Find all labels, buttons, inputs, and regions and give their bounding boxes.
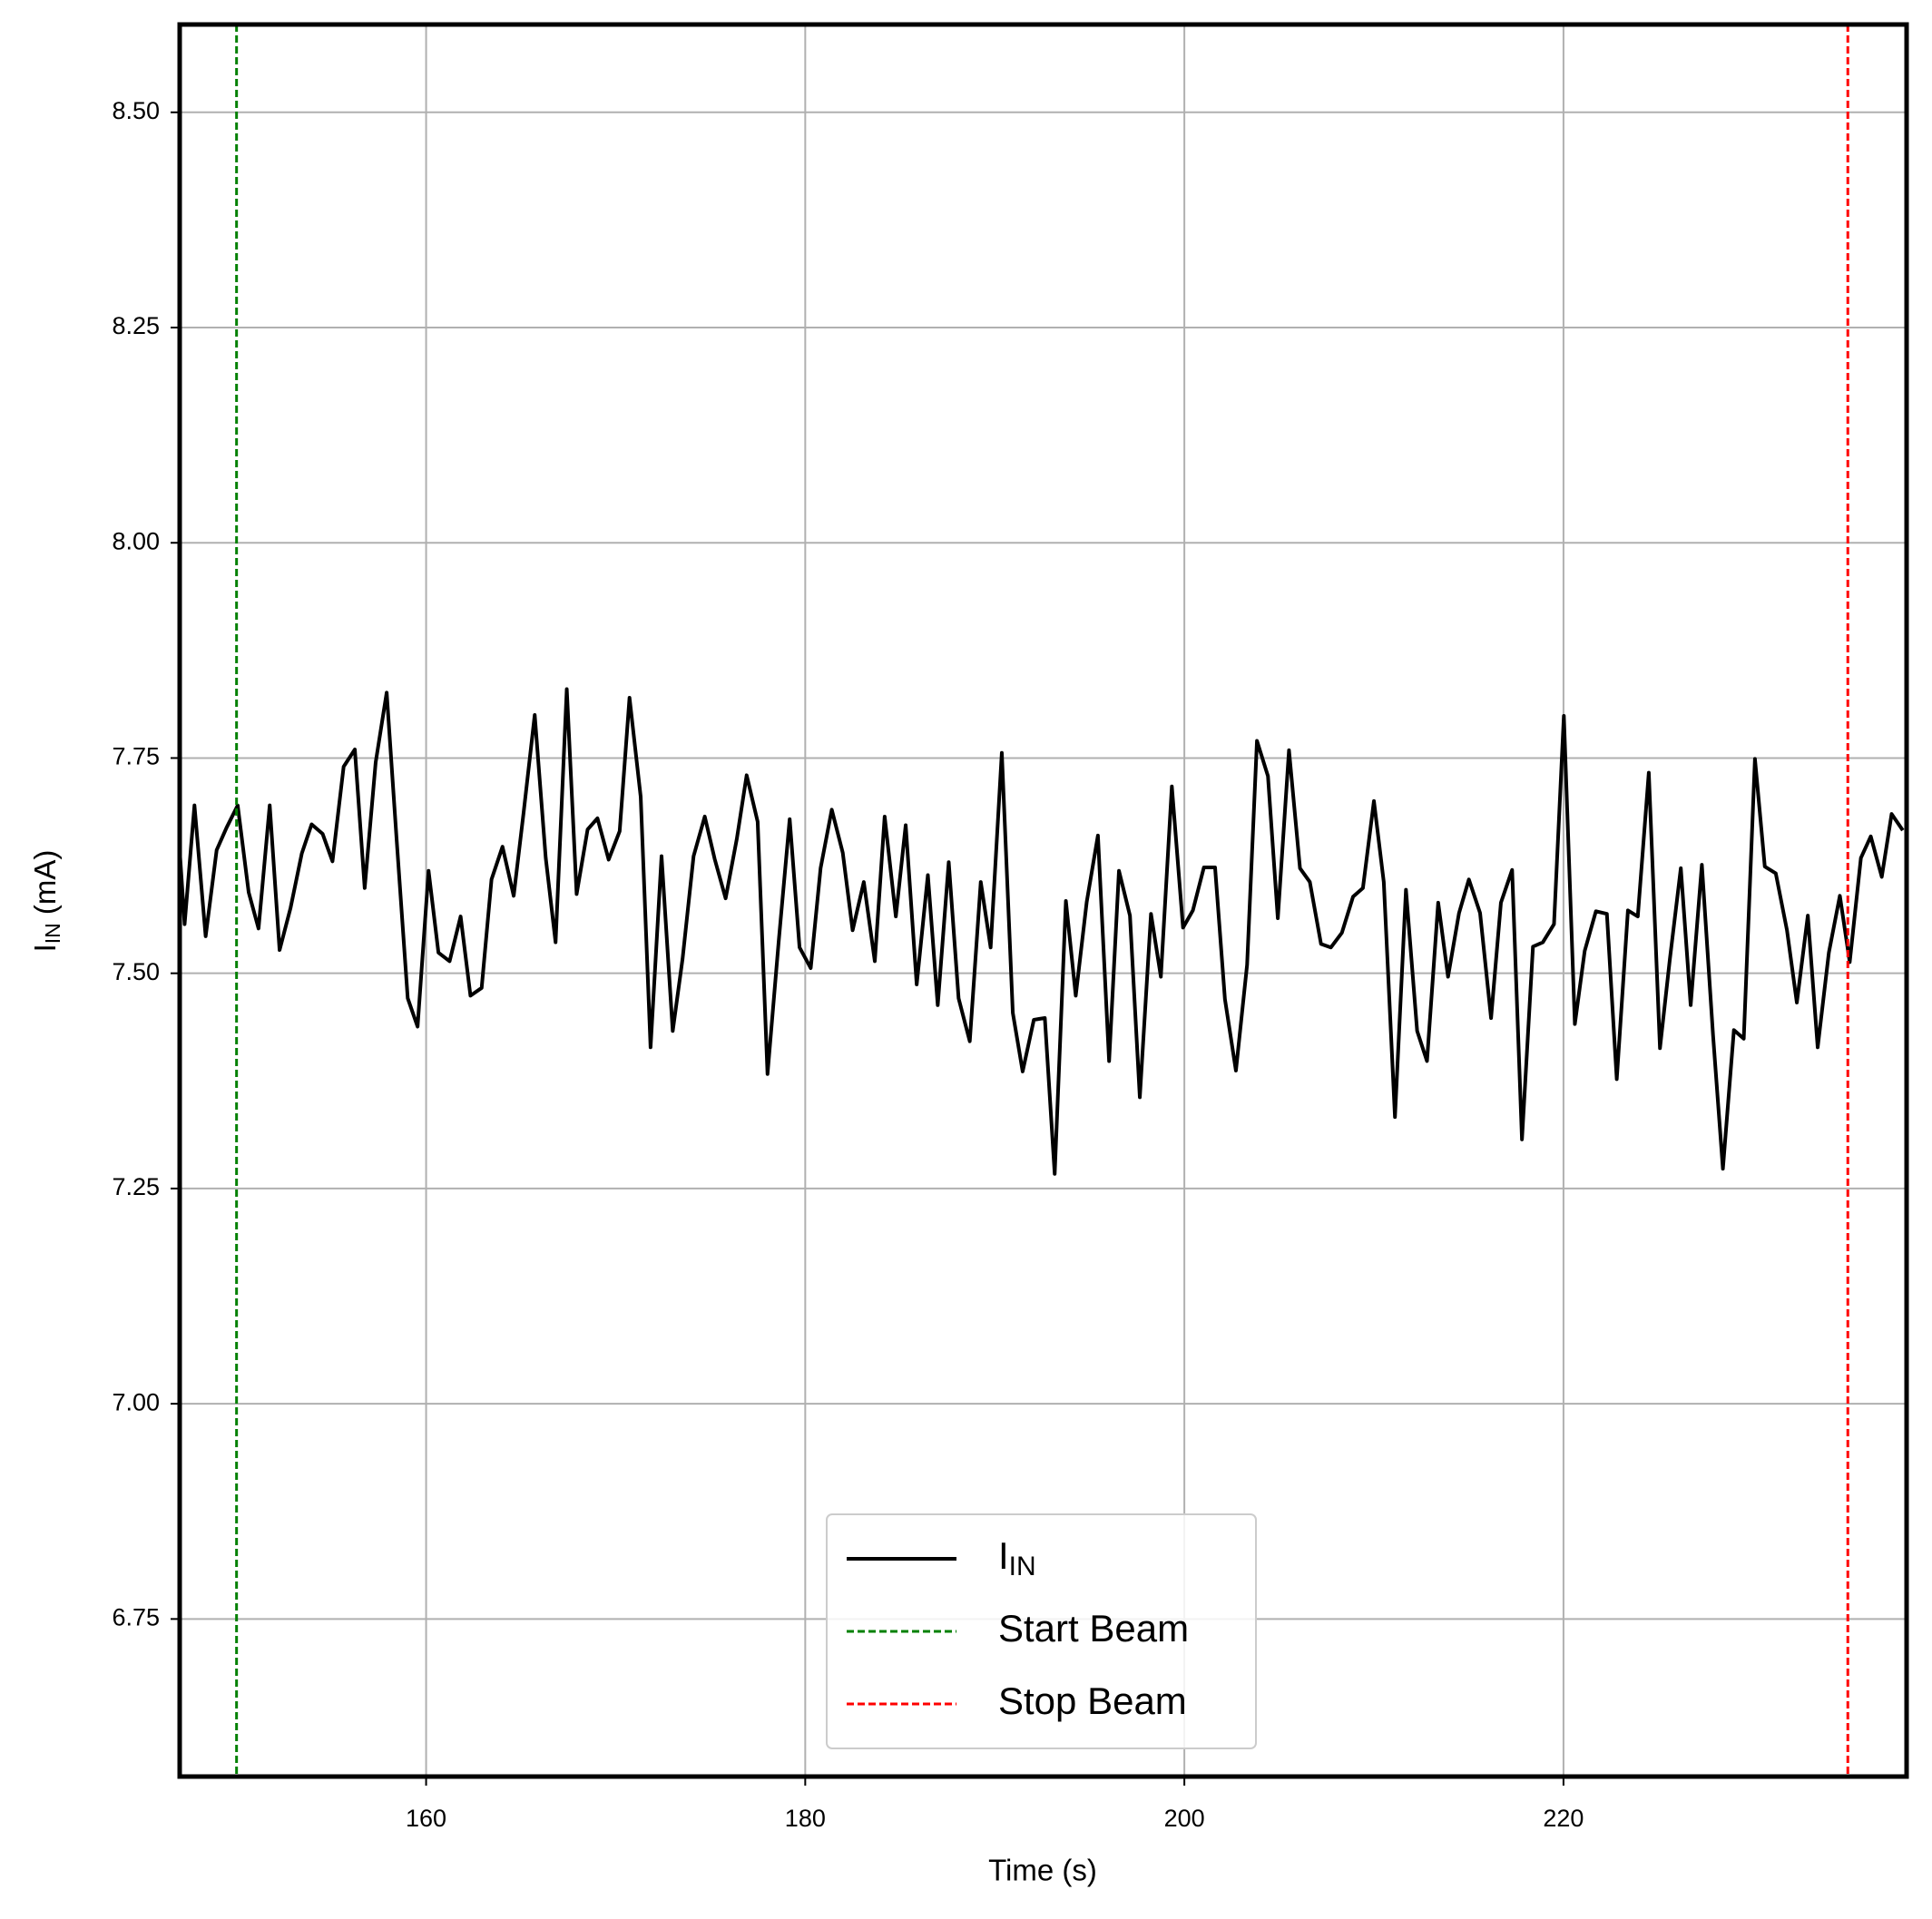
y-tick-label: 7.25 — [112, 1173, 160, 1200]
legend-label: Start Beam — [998, 1607, 1189, 1650]
y-tick-label: 7.00 — [112, 1388, 160, 1415]
x-tick-label: 160 — [406, 1805, 446, 1832]
legend-box — [826, 1513, 1257, 1749]
y-tick-label: 8.00 — [112, 527, 160, 554]
y-axis-label: IIN (mA) — [28, 850, 64, 953]
y-label-unit: (mA) — [28, 850, 62, 924]
y-label-sub: IN — [41, 923, 64, 944]
y-tick-label: 6.75 — [112, 1603, 160, 1630]
legend-label: Stop Beam — [998, 1679, 1187, 1722]
x-tick-label: 200 — [1164, 1805, 1205, 1832]
y-tick-label: 8.25 — [112, 312, 160, 339]
legend-label: IIN — [998, 1534, 1036, 1581]
y-tick-label: 7.75 — [112, 743, 160, 770]
y-tick-label: 8.50 — [112, 97, 160, 124]
legend-label-main: I — [998, 1534, 1009, 1577]
x-axis-label: Time (s) — [988, 1854, 1097, 1887]
x-tick-label: 220 — [1543, 1805, 1584, 1832]
legend-label-sub: IN — [1009, 1552, 1036, 1581]
axes-frame — [177, 22, 1909, 1779]
y-label-main: I — [28, 944, 62, 952]
y-tick-label: 7.50 — [112, 958, 160, 985]
x-tick-label: 180 — [785, 1805, 826, 1832]
data-line — [180, 687, 1905, 1176]
